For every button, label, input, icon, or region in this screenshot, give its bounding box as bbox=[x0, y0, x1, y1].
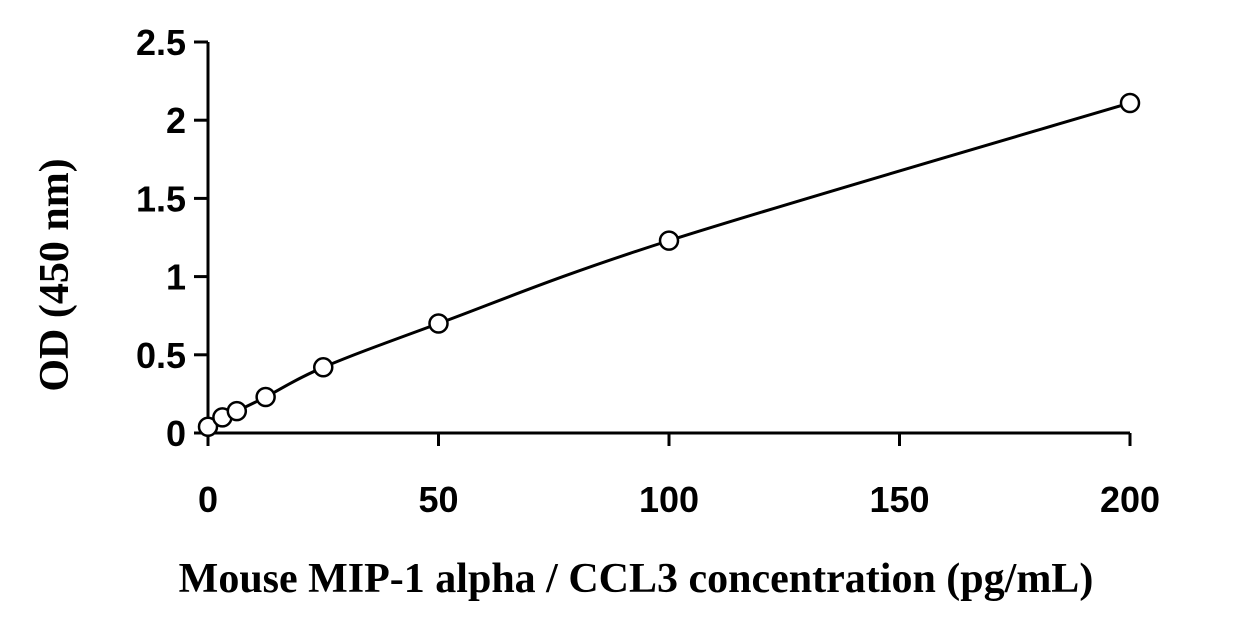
data-point bbox=[1119, 92, 1141, 114]
y-tick-label: 2.5 bbox=[136, 22, 186, 63]
y-tick-label: 0 bbox=[166, 413, 186, 454]
data-point bbox=[428, 313, 449, 334]
y-tick-label: 2 bbox=[166, 100, 186, 141]
y-axis-ticks: 0 0.5 1 1.5 2 2.5 bbox=[136, 22, 208, 454]
y-axis-title: OD (450 nm) bbox=[32, 158, 78, 391]
data-point bbox=[197, 416, 219, 437]
trend-curve bbox=[207, 101, 1131, 429]
x-tick-label: 50 bbox=[418, 479, 458, 520]
x-tick-label: 150 bbox=[869, 479, 929, 520]
x-tick-label: 100 bbox=[639, 479, 699, 520]
data-point bbox=[255, 386, 276, 408]
y-tick-label: 1 bbox=[166, 257, 186, 298]
x-tick-label: 200 bbox=[1100, 479, 1160, 520]
data-point bbox=[313, 357, 334, 378]
x-tick-label: 0 bbox=[198, 479, 218, 520]
data-point bbox=[658, 230, 680, 251]
y-tick-label: 0.5 bbox=[136, 335, 186, 376]
x-axis-title: Mouse MIP-1 alpha / CCL3 concentration (… bbox=[179, 556, 1094, 602]
data-point bbox=[226, 400, 248, 422]
data-points bbox=[197, 92, 1141, 437]
x-axis-ticks: 0 50 100 150 200 bbox=[198, 433, 1160, 520]
y-tick-label: 1.5 bbox=[136, 178, 186, 219]
